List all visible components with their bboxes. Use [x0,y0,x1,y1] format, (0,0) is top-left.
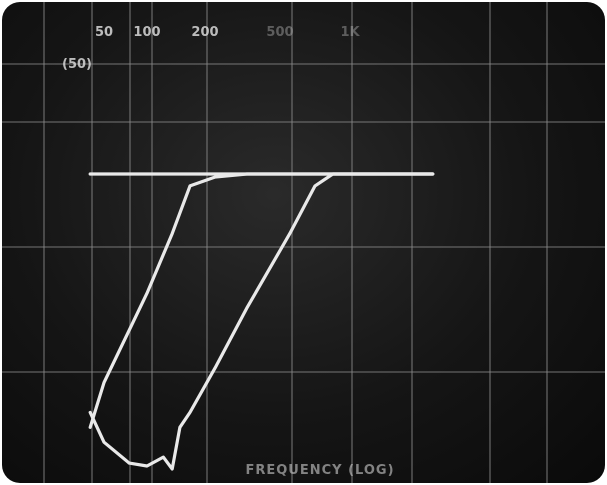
x-tick-label: 1K [340,25,360,40]
x-tick-label: 50 [95,25,113,40]
y-tick-label: (50) [62,57,92,72]
response-trace [88,172,435,429]
response-trace [88,172,435,471]
traces [88,172,435,471]
x-axis-label: FREQUENCY (LOG) [245,463,394,478]
tick-labels: 50 100 200 500 1K (50) [62,25,360,72]
x-tick-label: 200 [191,25,218,40]
x-tick-label: 500 [266,25,293,40]
x-tick-label: 100 [133,25,160,40]
